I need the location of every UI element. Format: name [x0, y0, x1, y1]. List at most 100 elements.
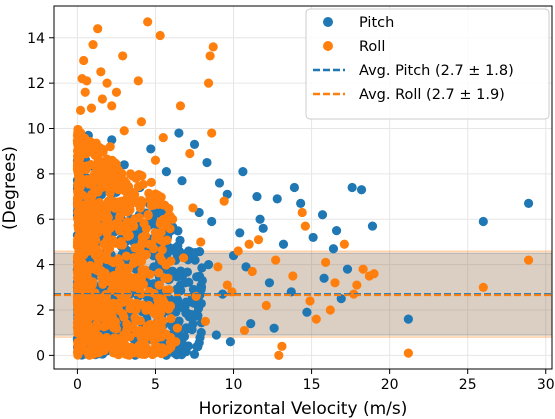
- data-point: [197, 275, 207, 286]
- data-point: [121, 282, 131, 292]
- data-point: [143, 210, 153, 221]
- x-tick-label: 20: [381, 377, 399, 393]
- data-point: [305, 296, 315, 306]
- data-point: [99, 313, 109, 323]
- legend-label: Avg. Roll (2.7 ± 1.9): [359, 87, 505, 103]
- data-point: [154, 268, 164, 278]
- data-point: [129, 221, 139, 231]
- data-point: [85, 213, 95, 223]
- data-point: [186, 323, 196, 333]
- data-point: [172, 284, 182, 294]
- data-point: [93, 187, 103, 197]
- data-point: [136, 117, 147, 127]
- data-point: [158, 294, 168, 305]
- data-point: [207, 128, 217, 138]
- data-point: [154, 280, 164, 290]
- data-point: [111, 87, 122, 97]
- data-point: [171, 307, 181, 317]
- data-points: [72, 17, 534, 360]
- data-point: [94, 164, 104, 174]
- data-point: [200, 316, 211, 326]
- data-point: [107, 101, 117, 111]
- y-tick-label: 2: [36, 303, 45, 319]
- data-point: [222, 280, 232, 290]
- data-point: [247, 266, 257, 277]
- data-point: [72, 238, 83, 248]
- data-point: [134, 284, 145, 295]
- data-point: [81, 244, 91, 254]
- data-point: [277, 341, 287, 351]
- data-point: [98, 279, 108, 289]
- data-point: [116, 266, 126, 277]
- data-point: [158, 215, 169, 225]
- data-point: [172, 272, 182, 282]
- data-point: [147, 240, 157, 250]
- data-point: [74, 345, 85, 355]
- data-point: [74, 214, 84, 224]
- data-point: [403, 314, 413, 324]
- data-point: [136, 271, 146, 281]
- data-point: [132, 328, 142, 338]
- data-point: [296, 198, 306, 208]
- data-point: [118, 51, 128, 61]
- data-point: [78, 200, 88, 210]
- data-point: [183, 341, 193, 351]
- data-point: [278, 239, 289, 249]
- data-point: [196, 298, 206, 309]
- data-point: [246, 319, 256, 329]
- data-point: [311, 314, 321, 324]
- data-point: [140, 345, 150, 356]
- axis-ticks: 0 5 10 15 20 25 30 0 2 4 6 8 10 12 14: [27, 31, 554, 393]
- data-point: [269, 323, 279, 333]
- data-point: [174, 128, 184, 138]
- data-point: [86, 225, 96, 236]
- data-point: [321, 257, 331, 267]
- data-point: [207, 216, 217, 227]
- data-point: [110, 178, 121, 188]
- data-point: [238, 167, 248, 177]
- data-point: [211, 330, 221, 340]
- data-point: [119, 160, 129, 170]
- data-point: [119, 178, 129, 188]
- data-point: [77, 161, 87, 171]
- data-point: [119, 126, 129, 136]
- data-point: [117, 168, 127, 179]
- data-point: [190, 255, 200, 265]
- data-point: [208, 42, 218, 52]
- data-point: [102, 228, 112, 238]
- data-point: [196, 237, 206, 247]
- data-point: [141, 223, 151, 234]
- data-point: [72, 273, 83, 283]
- data-point: [271, 255, 281, 265]
- data-point: [94, 205, 104, 215]
- x-tick-label: 0: [73, 377, 82, 393]
- data-point: [175, 101, 186, 111]
- data-point: [79, 55, 89, 66]
- data-point: [146, 177, 156, 187]
- y-tick-label: 10: [27, 122, 45, 138]
- data-point: [205, 51, 215, 61]
- data-point: [96, 67, 106, 77]
- x-tick-label: 5: [151, 377, 160, 393]
- data-point: [125, 205, 135, 215]
- data-point: [102, 78, 112, 88]
- data-point: [125, 169, 136, 179]
- data-point: [218, 289, 228, 299]
- legend: Pitch Roll Avg. Pitch (2.7 ± 1.8) Avg. Roll…: [305, 8, 550, 120]
- data-point: [154, 233, 164, 244]
- data-point: [352, 280, 362, 290]
- data-point: [120, 274, 130, 284]
- data-point: [164, 304, 174, 314]
- data-point: [189, 349, 200, 359]
- y-tick-label: 14: [27, 31, 45, 47]
- data-point: [166, 313, 176, 324]
- data-point: [78, 137, 88, 147]
- data-point: [171, 337, 181, 347]
- data-point: [478, 282, 488, 292]
- data-point: [99, 322, 109, 332]
- data-point: [261, 300, 271, 311]
- data-point: [478, 216, 488, 227]
- data-point: [252, 191, 262, 202]
- data-point: [115, 226, 125, 236]
- data-point: [108, 298, 118, 308]
